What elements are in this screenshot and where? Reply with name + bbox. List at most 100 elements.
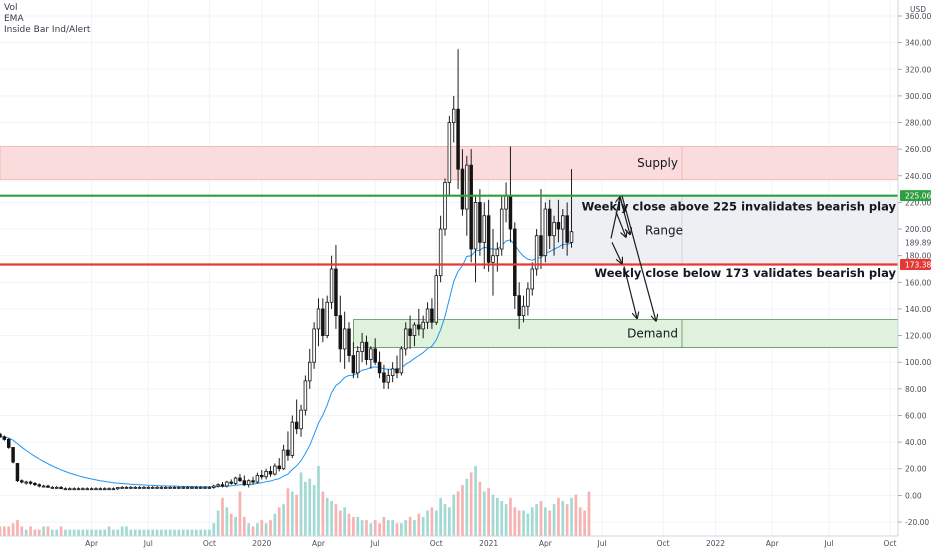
candle-body	[465, 164, 469, 210]
candle-body	[456, 108, 460, 170]
volume-bar	[452, 494, 456, 536]
candle-body	[124, 486, 129, 489]
candle-body	[190, 486, 194, 489]
candle-body	[338, 315, 343, 350]
candle-body	[281, 449, 286, 470]
candle-body	[556, 221, 561, 230]
zone-demand	[353, 319, 899, 348]
candle-body	[28, 481, 33, 484]
time-tick-label: Jul	[370, 539, 380, 548]
volume-bar	[72, 529, 76, 536]
candle-body	[155, 486, 159, 489]
volume-bar	[421, 516, 425, 536]
volume-bar	[317, 466, 320, 536]
candle-body	[569, 231, 574, 243]
volume-bar	[583, 510, 586, 536]
volume-bar	[504, 504, 508, 536]
candle-body	[0, 433, 2, 438]
volume-bar	[448, 507, 451, 536]
volume-bar	[98, 529, 102, 536]
candle-body	[294, 421, 299, 430]
volume-bar	[308, 478, 312, 536]
volume-bar	[482, 491, 486, 536]
candle-body	[342, 328, 347, 350]
candle-body	[517, 295, 521, 317]
volume-bar	[378, 523, 381, 536]
candle-body	[37, 484, 42, 487]
arrow	[621, 195, 656, 321]
candle-body	[469, 164, 473, 250]
candle-body	[543, 208, 548, 257]
volume-bar	[369, 523, 373, 536]
volume-bar	[373, 520, 377, 536]
zone-label-supply: Supply	[637, 156, 678, 170]
candle-body	[102, 488, 107, 491]
time-tick-label: Apr	[766, 539, 780, 548]
time-tick-label: Oct	[884, 539, 897, 548]
volume-bar	[146, 529, 150, 536]
volume-bar	[177, 529, 181, 536]
candle-body	[390, 368, 395, 376]
candle-body	[373, 348, 377, 363]
candle-body	[111, 488, 116, 491]
candle-body	[561, 215, 565, 230]
price-tick-label: 100.00	[905, 358, 931, 367]
volume-bar	[478, 481, 482, 536]
candle-body	[351, 355, 356, 374]
volume-bar	[456, 491, 460, 536]
candle-body	[203, 486, 207, 489]
candle-body	[486, 215, 491, 263]
time-tick-label: Oct	[203, 539, 216, 548]
volume-bar	[16, 520, 19, 536]
volume-bar	[242, 516, 246, 536]
volume-bar	[64, 529, 67, 536]
candle-body	[120, 486, 124, 489]
volume-bar	[107, 526, 111, 536]
candle-body	[85, 488, 90, 491]
volume-bar	[400, 523, 403, 536]
candle-body	[526, 288, 530, 307]
volume-bar	[474, 466, 477, 536]
candle-body	[395, 368, 399, 374]
candle-body	[473, 202, 478, 250]
candle-body	[377, 361, 382, 374]
volume-bar	[465, 478, 469, 536]
candle-body	[325, 301, 329, 336]
volume-bar	[133, 529, 137, 536]
price-tick-label: 240.00	[905, 172, 931, 181]
legend-inside-bar[interactable]: Inside Bar Ind/Alert	[4, 25, 91, 35]
legend-vol[interactable]: Vol	[4, 3, 18, 13]
volume-bar	[46, 526, 50, 536]
candle-body	[329, 268, 334, 303]
candle-body	[185, 486, 190, 489]
candle-body	[177, 486, 181, 489]
volume-bar	[251, 526, 255, 536]
currency-label: USD	[910, 5, 926, 14]
candle-body	[81, 488, 85, 491]
volume-bar	[325, 497, 329, 536]
time-tick-label: Oct	[657, 539, 670, 548]
volume-bar	[24, 529, 28, 536]
volume-bar	[487, 488, 490, 536]
candle-body	[11, 447, 15, 463]
candle-body	[547, 208, 552, 237]
volume-bar	[343, 507, 347, 536]
legend-ema[interactable]: EMA	[4, 14, 24, 24]
candle-body	[482, 215, 487, 243]
candle-body	[142, 486, 146, 489]
candle-body	[425, 308, 430, 323]
volume-bar	[129, 529, 133, 536]
candle-body	[308, 361, 312, 382]
price-tick-label: 140.00	[905, 305, 931, 314]
volume-bar	[29, 526, 32, 536]
volume-bar	[94, 529, 98, 536]
price-tick-label: 320.00	[905, 65, 931, 74]
volume-bar	[543, 507, 547, 536]
volume-bar	[277, 507, 281, 536]
candle-body	[194, 486, 199, 489]
price-axis-bg	[898, 0, 932, 550]
volume-bar	[55, 529, 59, 536]
time-tick-label: Apr	[85, 539, 99, 548]
